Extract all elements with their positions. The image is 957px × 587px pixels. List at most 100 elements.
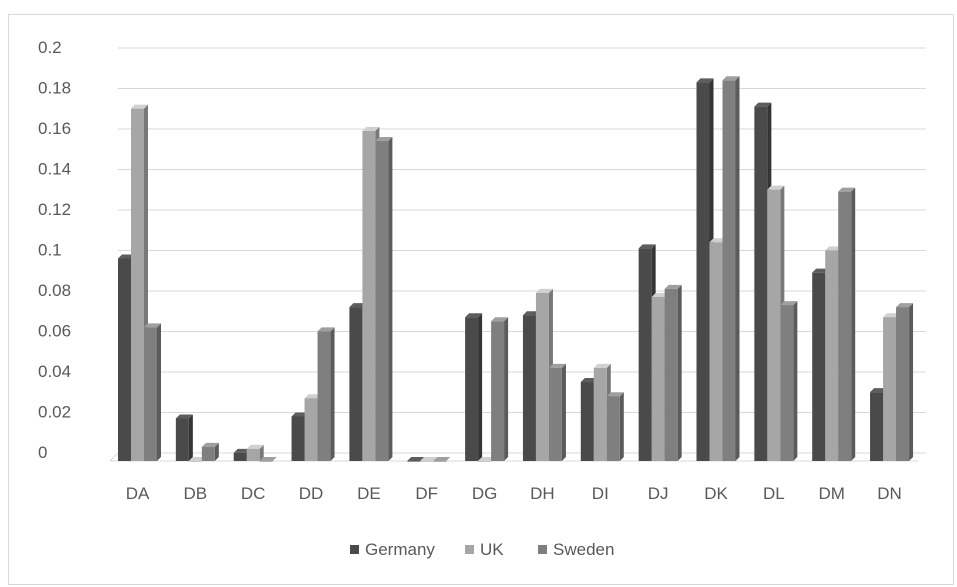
bar-front <box>754 106 768 461</box>
bar-top <box>606 392 624 397</box>
bar-front <box>407 461 421 462</box>
bar-top <box>638 244 656 249</box>
bar-top <box>478 457 496 461</box>
bar-top <box>580 378 598 383</box>
y-tick-label: 0.16 <box>38 119 71 138</box>
bar-sweden-dl <box>780 301 798 461</box>
y-tick-label: 0.14 <box>38 160 71 179</box>
y-tick-label: 0 <box>38 443 47 462</box>
bar-front <box>838 191 852 462</box>
bar-uk-df <box>420 457 438 462</box>
bar-side <box>388 137 393 462</box>
bar-top <box>304 394 322 399</box>
legend-label: Germany <box>365 540 435 559</box>
bar-top <box>420 457 438 461</box>
bar-sweden-dd <box>317 327 335 461</box>
bar-front <box>420 461 434 462</box>
bar-front <box>883 317 897 461</box>
bar-germany-dg <box>465 313 483 461</box>
bar-top <box>291 412 309 417</box>
floor-edge <box>109 452 119 462</box>
bar-front <box>638 248 652 461</box>
bar-top <box>375 137 393 142</box>
bar-side <box>504 317 509 461</box>
bar-front <box>522 315 536 461</box>
bar-front <box>304 398 318 461</box>
bar-side <box>619 392 624 461</box>
bar-sweden-dk <box>722 76 740 462</box>
bar-sweden-df <box>433 457 451 462</box>
bar-front <box>349 307 363 461</box>
bar-top <box>465 313 483 318</box>
bar-front <box>188 461 202 462</box>
bar-top <box>535 288 553 293</box>
bar-top <box>709 238 727 243</box>
bar-front <box>433 461 447 462</box>
legend-item-germany: Germany <box>350 540 435 559</box>
bars <box>118 76 914 462</box>
bar-top <box>696 78 714 83</box>
bar-sweden-de <box>375 137 393 462</box>
bar-sweden-da <box>144 323 161 461</box>
bar-top <box>259 457 277 461</box>
bar-top <box>825 246 843 251</box>
bar-top <box>780 301 798 306</box>
bar-top <box>870 388 888 393</box>
bar-front <box>825 250 839 461</box>
bar-front <box>478 461 492 462</box>
bar-top <box>896 303 914 308</box>
bar-front <box>246 448 260 461</box>
legend-swatch <box>350 545 359 554</box>
bar-front <box>767 189 781 461</box>
bar-side <box>851 187 856 462</box>
bar-top <box>175 414 193 419</box>
legend-item-sweden: Sweden <box>538 540 614 559</box>
bar-top <box>118 254 135 259</box>
legend: Germany UK Sweden <box>350 540 614 559</box>
chart-frame <box>8 14 954 585</box>
bar-front <box>259 461 273 462</box>
bar-germany-df <box>407 457 425 462</box>
bar-front <box>812 272 826 461</box>
bar-side <box>677 284 682 461</box>
bar-front <box>896 307 910 461</box>
bar-top <box>144 323 161 328</box>
bar-front <box>709 242 723 461</box>
bar-top <box>201 442 219 447</box>
bar-side <box>188 414 193 461</box>
legend-swatch <box>538 545 547 554</box>
x-axis: DA DB DC DD DE DF DG DH DI DJ DK DL DM DN <box>126 484 902 503</box>
bar-sweden-db <box>201 442 219 461</box>
bar-front <box>696 82 710 461</box>
y-tick-label: 0.12 <box>38 200 71 219</box>
bar-side <box>214 442 219 461</box>
bar-top <box>246 444 264 449</box>
bar-top <box>754 102 772 107</box>
bar-top <box>767 185 785 190</box>
bar-sweden-dn <box>896 303 914 461</box>
bar-top <box>593 363 611 368</box>
bar-front <box>535 292 549 461</box>
bar-front <box>317 331 331 461</box>
bar-front <box>362 130 376 462</box>
x-tick-label: DE <box>357 484 381 503</box>
bar-front <box>664 288 678 461</box>
bar-front <box>465 317 479 461</box>
bar-side <box>330 327 335 461</box>
bar-front <box>118 258 131 461</box>
bar-side <box>735 76 740 462</box>
x-tick-label: DJ <box>648 484 669 503</box>
y-tick-label: 0.2 <box>38 38 62 57</box>
y-tick-label: 0.18 <box>38 79 71 98</box>
bar-front <box>291 416 305 461</box>
x-tick-label: DD <box>299 484 324 503</box>
gridlines <box>109 47 926 462</box>
x-tick-label: DM <box>818 484 844 503</box>
bar-side <box>909 303 914 461</box>
bar-uk-dc <box>246 444 264 461</box>
bar-front <box>144 327 157 461</box>
x-tick-label: DL <box>763 484 785 503</box>
bar-front <box>375 141 389 462</box>
bar-front <box>491 321 505 461</box>
